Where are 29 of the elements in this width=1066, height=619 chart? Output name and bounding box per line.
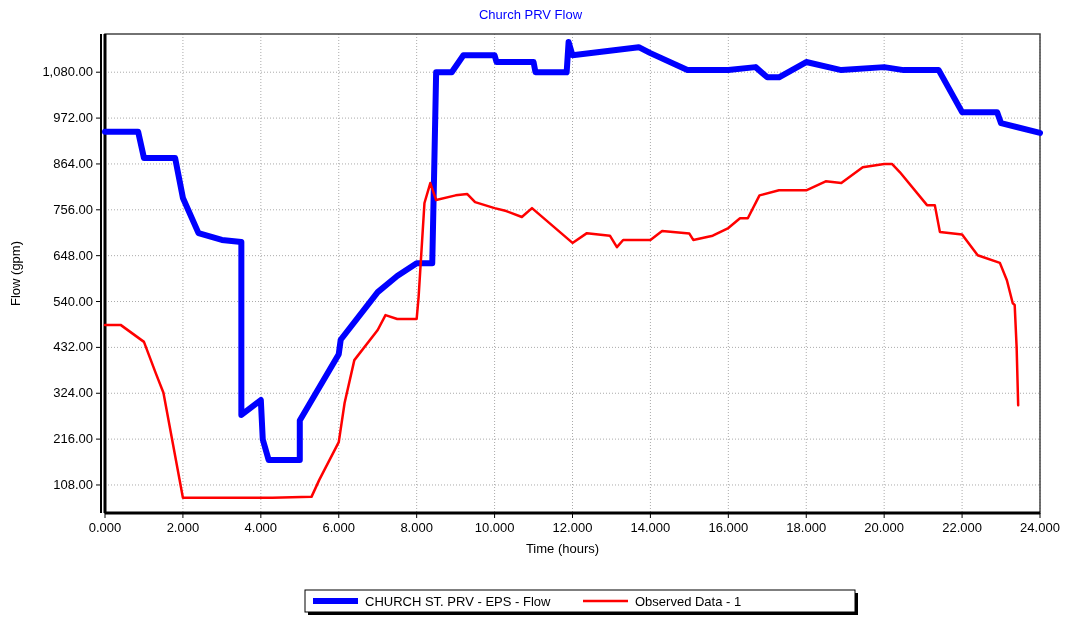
y-tick-label: 324.00 (53, 385, 93, 401)
x-tick-label: 22.000 (942, 520, 982, 535)
y-tick-label: 1,080.00 (42, 64, 93, 80)
y-tick-label: 432.00 (53, 339, 93, 355)
x-tick-label: 6.000 (322, 520, 356, 535)
x-axis-title: Time (hours) (525, 541, 600, 556)
x-tick-label: 16.000 (708, 520, 749, 535)
x-tick-label: 4.000 (244, 520, 278, 535)
y-tick-label: 756.00 (53, 201, 93, 217)
line-series (103, 162, 1020, 499)
x-tick-label: 18.000 (786, 520, 827, 535)
y-axis-title: Flow (gpm) (8, 240, 23, 307)
y-tick-label: 540.00 (53, 293, 93, 309)
legend-label: Observed Data - 1 (635, 594, 742, 609)
chart-title: Church PRV Flow (478, 7, 583, 22)
x-tick-label: 14.000 (630, 520, 671, 535)
x-tick-label: 8.000 (400, 520, 433, 535)
x-tick-label: 10.000 (474, 520, 515, 535)
x-tick-label: 24.000 (1020, 520, 1060, 535)
x-tick-label: 2.000 (166, 520, 200, 535)
y-tick-label: 972.00 (53, 110, 93, 126)
x-tick-label: 20.000 (864, 520, 905, 535)
y-tick-label: 108.00 (53, 476, 93, 492)
y-tick-label: 648.00 (53, 247, 93, 263)
x-tick-label: 0.000 (88, 520, 122, 535)
x-tick-label: 12.000 (552, 520, 593, 535)
y-tick-label: 216.00 (53, 431, 93, 447)
y-tick-label: 864.00 (53, 155, 93, 171)
legend-label: CHURCH ST. PRV - EPS - Flow (365, 594, 552, 609)
